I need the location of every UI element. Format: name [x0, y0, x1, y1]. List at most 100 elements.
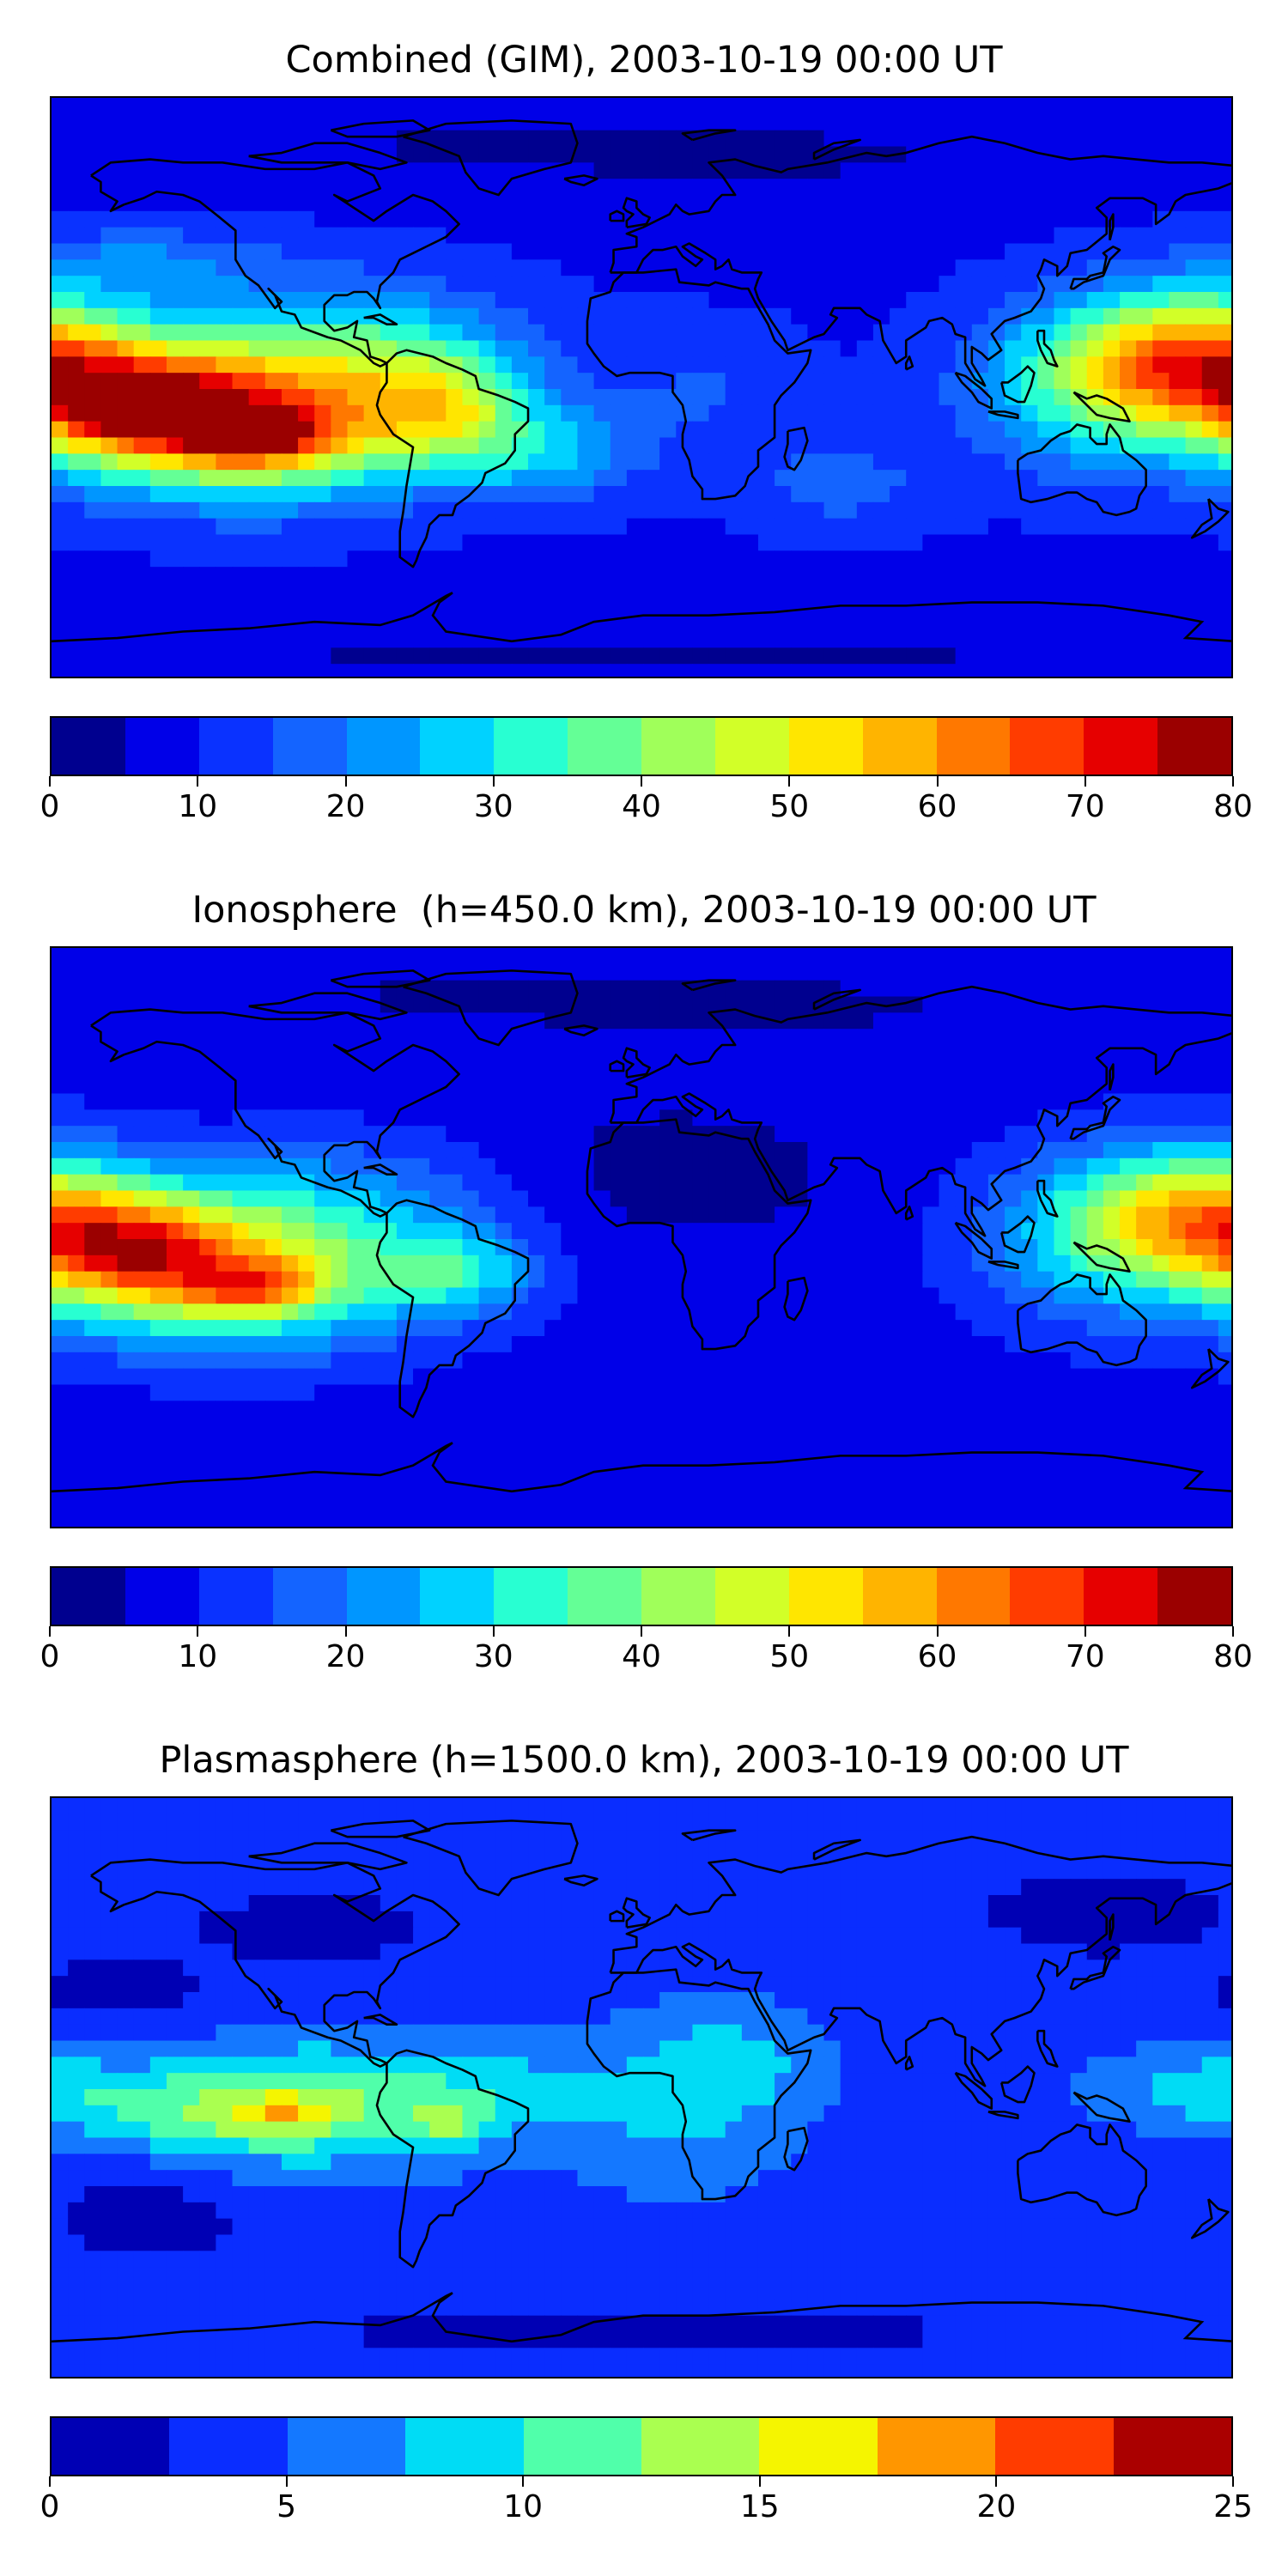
coastline: [330, 119, 431, 138]
coastline: [1017, 423, 1147, 517]
coastline: [90, 1008, 460, 1218]
coastline: [1190, 1348, 1230, 1389]
colorbar-segment: [272, 1568, 347, 1625]
colorbar-tick-label: 20: [325, 789, 366, 824]
colorbar-segment: [52, 1568, 125, 1625]
colorbar-tick: [936, 1626, 939, 1637]
colorbar-tick: [1232, 1626, 1234, 1637]
coastline: [609, 1910, 625, 1923]
colorbar-segment: [936, 718, 1011, 775]
coastlines: [52, 1820, 1231, 2343]
coastline: [904, 355, 914, 371]
coastline: [954, 1221, 993, 1260]
coastline: [1017, 1273, 1147, 1367]
colorbar-segment: [52, 2418, 170, 2475]
coastline: [681, 1829, 737, 1842]
colorbar-tick-label: 40: [622, 789, 661, 824]
coastline: [1036, 2029, 1059, 2068]
coastline: [999, 1215, 1036, 1254]
coastline: [363, 2014, 398, 2026]
colorbar-segment: [788, 1568, 863, 1625]
colorbar-segment: [125, 718, 199, 775]
colorbar-tick: [285, 2476, 288, 2487]
colorbar-segment: [714, 1568, 789, 1625]
coastline: [783, 426, 809, 471]
coastline: [1069, 1945, 1121, 1990]
tec-contour-field: [52, 1798, 1231, 2377]
colorbar-segment: [862, 718, 937, 775]
coastline: [1017, 2123, 1147, 2217]
colorbar-tick-label: 5: [276, 2489, 297, 2524]
colorbar-segment: [494, 718, 568, 775]
colorbar-segment: [568, 718, 641, 775]
colorbar-tick: [641, 1626, 642, 1637]
colorbar-segment: [641, 718, 715, 775]
colorbar-tick: [49, 2476, 51, 2487]
map-canvas: [52, 948, 1231, 1527]
coastline: [812, 138, 861, 161]
colorbar-segment: [877, 2418, 996, 2475]
colorbar-tick: [49, 776, 51, 787]
coastline: [812, 988, 861, 1011]
panel-2-colorbar: [50, 1566, 1233, 1626]
coastline: [375, 1199, 530, 1419]
coastline: [609, 135, 1231, 387]
colorbar-segment: [420, 1568, 495, 1625]
colorbar-tick-label: 20: [325, 1639, 366, 1674]
colorbar-tick-label: 80: [1213, 789, 1253, 824]
coastline: [248, 1842, 408, 1871]
panel-1-map: [50, 96, 1233, 678]
colorbar-segment: [198, 1568, 273, 1625]
coastline: [1069, 245, 1121, 290]
colorbar-segment: [198, 718, 273, 775]
coastline: [954, 371, 993, 410]
coastline: [90, 158, 460, 368]
panel-2-colorbar-ticks: 0 10 20 30 40 50 60 70 80: [40, 1626, 1253, 1678]
colorbar-tick-label: 50: [769, 1639, 810, 1674]
colorbar-segment: [420, 718, 495, 775]
coastline: [1109, 213, 1115, 241]
coastline: [999, 2065, 1036, 2104]
colorbar-tick: [1232, 776, 1234, 787]
colorbar-segment: [346, 1568, 421, 1625]
coastline: [609, 210, 625, 222]
colorbar-segment: [1113, 2418, 1232, 2475]
colorbar-tick: [197, 1626, 199, 1637]
colorbar-tick: [492, 776, 495, 787]
colorbar-tick: [492, 1626, 495, 1637]
colorbar-segment: [759, 2418, 878, 2475]
coastline: [609, 1835, 1231, 2087]
colorbar-tick: [995, 2476, 998, 2487]
colorbar-tick: [344, 1626, 347, 1637]
panel-3-colorbar: [50, 2416, 1233, 2476]
colorbar-tick-label: 0: [39, 789, 60, 824]
coastline: [681, 979, 737, 992]
colorbar-segment: [1010, 1568, 1084, 1625]
colorbar-segment: [1084, 1568, 1158, 1625]
colorbar-tick: [1084, 1626, 1086, 1637]
panel-2-title: Ionosphere (h=450.0 km), 2003-10-19 00:0…: [191, 889, 1097, 932]
colorbar-segment: [788, 718, 863, 775]
colorbar-tick: [788, 776, 791, 787]
coastline: [1072, 1241, 1131, 1273]
colorbar-tick-label: 60: [917, 789, 957, 824]
colorbar-tick: [197, 776, 199, 787]
panel-3-title: Plasmasphere (h=1500.0 km), 2003-10-19 0…: [159, 1739, 1129, 1782]
coastline: [681, 129, 737, 142]
coastline: [987, 2111, 1019, 2120]
colorbar-segment: [125, 1568, 199, 1625]
coastline: [783, 2126, 809, 2172]
colorbar-segment: [995, 2418, 1114, 2475]
coastline: [563, 174, 598, 186]
coastline: [622, 1047, 651, 1078]
coastline: [609, 985, 1231, 1237]
coastline: [330, 969, 431, 988]
colorbar-segment: [287, 2418, 406, 2475]
coastline: [1036, 329, 1059, 368]
colorbar-segment: [346, 718, 421, 775]
colorbar-tick-label: 10: [178, 789, 218, 824]
coastline: [812, 1838, 861, 1861]
map-canvas: [52, 98, 1231, 677]
coastline: [1190, 498, 1230, 539]
colorbar-tick: [1232, 2476, 1234, 2487]
